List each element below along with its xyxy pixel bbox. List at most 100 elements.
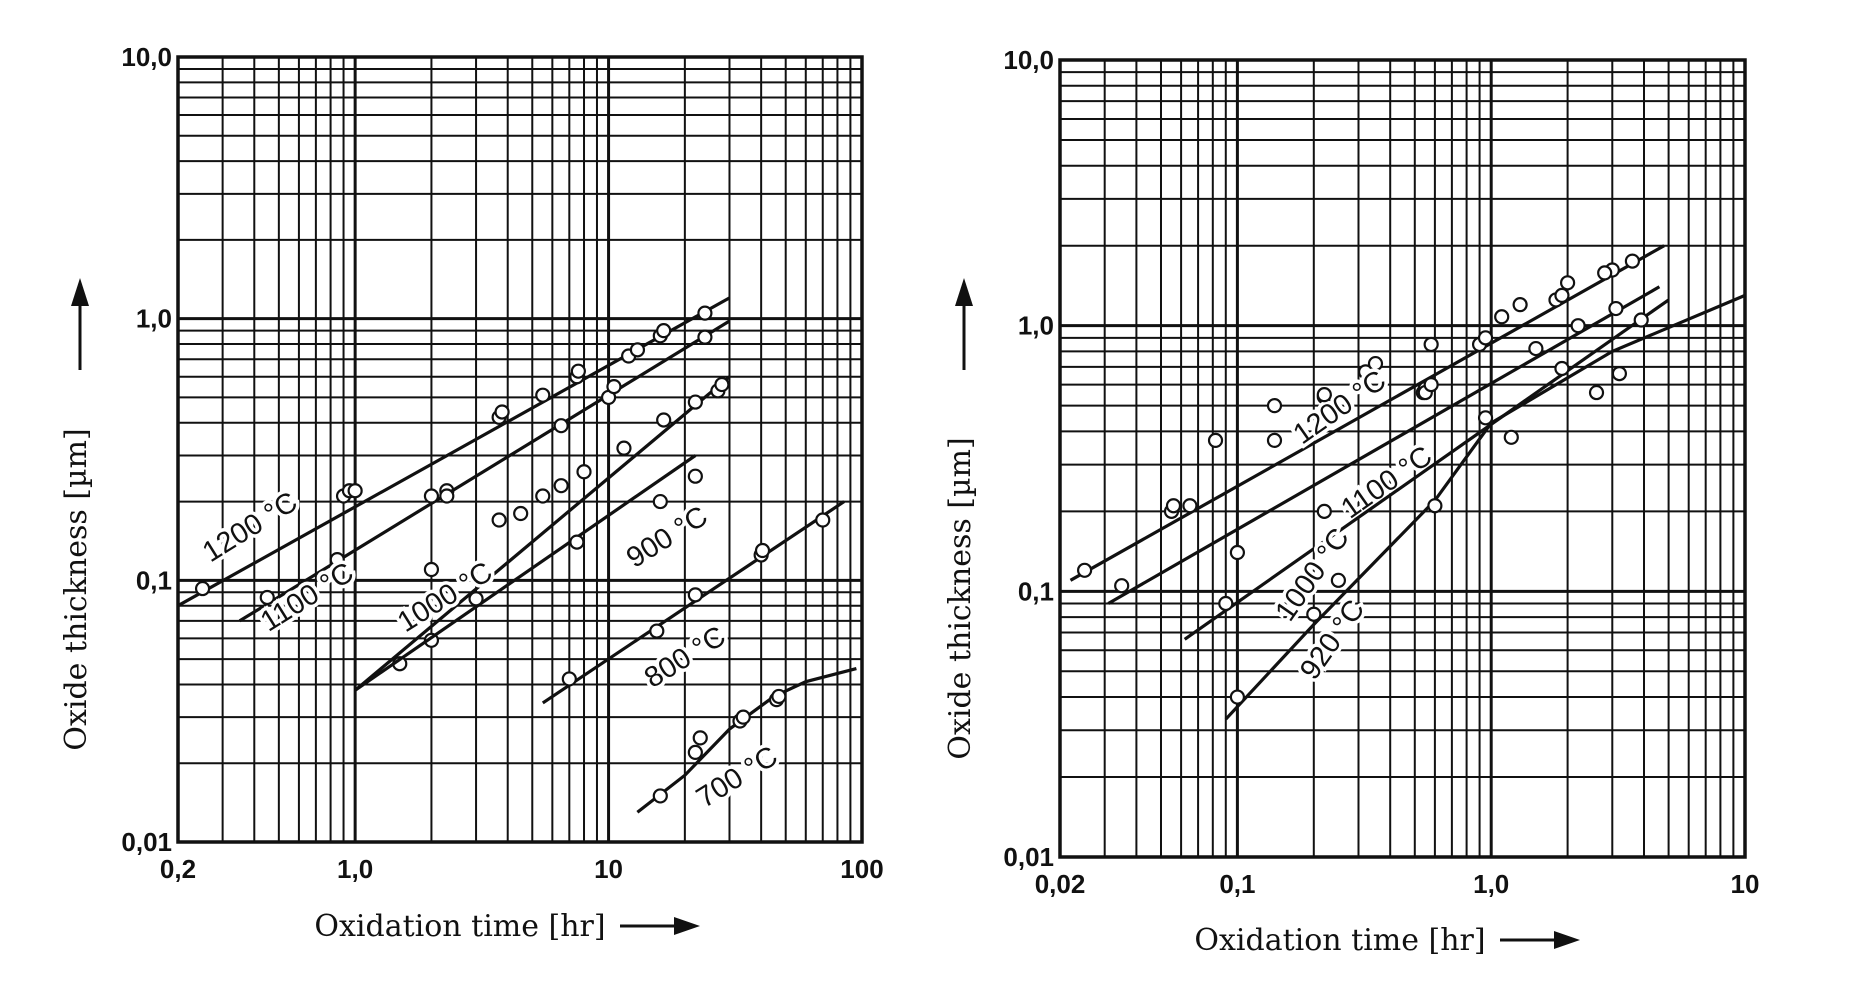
data-point: [347, 483, 363, 499]
right-plot-frame: [1058, 58, 1747, 859]
x-tick-label: 100: [840, 854, 883, 884]
data-point: [1266, 398, 1283, 414]
right-x-axis-label: Oxidation time [hr]: [1194, 923, 1485, 958]
data-point: [423, 488, 440, 504]
data-point: [1477, 330, 1494, 346]
data-point: [535, 387, 551, 403]
data-point: [687, 587, 703, 603]
data-point: [1494, 309, 1510, 325]
series-line: [238, 319, 731, 623]
series-line: [354, 375, 731, 692]
data-point: [1207, 432, 1224, 448]
data-point: [1229, 544, 1245, 561]
data-point: [535, 488, 551, 504]
x-tick-label: 10: [594, 854, 623, 884]
y-tick-label: 0,01: [1003, 842, 1054, 872]
data-point: [1503, 429, 1519, 445]
data-point: [687, 468, 703, 484]
data-point: [1633, 312, 1649, 328]
x-tick-label: 0,1: [1219, 869, 1255, 899]
data-point: [1512, 297, 1528, 313]
data-point: [652, 493, 668, 510]
data-point: [1316, 387, 1332, 403]
right-chart: 0,02 0,1 1,0 10 0,01 0,1 1,0 10,0 Oxidation time…: [943, 45, 1759, 958]
left-x-axis-label: Oxidation time [hr]: [314, 909, 605, 944]
series-line: [1069, 244, 1665, 582]
data-point: [687, 394, 703, 410]
data-point: [1114, 578, 1130, 594]
data-point: [553, 418, 569, 434]
data-point: [553, 478, 569, 494]
data-point: [1316, 503, 1332, 519]
left-y-axis-label: Oxide thickness [µm]: [59, 428, 94, 750]
data-point: [616, 440, 632, 456]
y-tick-label: 0,1: [1018, 576, 1054, 606]
data-point: [697, 329, 713, 345]
y-tick-label: 10,0: [121, 42, 172, 72]
data-point: [1182, 498, 1198, 514]
data-point: [423, 561, 440, 578]
data-point: [1306, 606, 1322, 622]
data-point: [697, 305, 713, 321]
data-point: [491, 512, 507, 528]
series-label: 900 °C: [621, 500, 713, 574]
data-point: [1624, 253, 1640, 269]
data-point: [606, 379, 622, 395]
x-axis-arrowhead: [674, 917, 700, 935]
data-point: [692, 730, 708, 746]
series-1200c: 1200 °C: [1069, 244, 1665, 582]
data-point: [754, 542, 771, 559]
series-line: [1107, 285, 1661, 605]
series-line: [636, 667, 857, 814]
series-line: [1224, 293, 1746, 721]
data-point: [1588, 384, 1605, 401]
data-point: [714, 376, 730, 393]
data-point: [629, 342, 646, 358]
x-tick-label: 1,0: [337, 854, 373, 884]
data-point: [468, 591, 484, 607]
right-y-axis-label: Oxide thickness [µm]: [943, 437, 978, 759]
data-point: [259, 589, 275, 606]
data-point: [494, 404, 510, 420]
data-point: [1358, 364, 1374, 380]
series-label: 1200 °C: [197, 486, 303, 569]
y-tick-label: 0,01: [121, 827, 172, 857]
data-point: [1560, 275, 1576, 291]
data-point: [513, 505, 529, 522]
series-line: [1183, 298, 1670, 641]
x-tick-label: 1,0: [1473, 869, 1509, 899]
data-point: [561, 671, 577, 687]
data-point: [1611, 366, 1628, 382]
data-point: [329, 552, 345, 568]
left-grid: [177, 55, 864, 844]
data-point: [649, 623, 665, 639]
data-point: [1229, 689, 1245, 705]
data-point: [687, 744, 703, 760]
series-line: [541, 500, 845, 705]
data-point: [1367, 355, 1384, 372]
data-point: [569, 534, 585, 550]
y-tick-label: 10,0: [1003, 45, 1054, 75]
data-point: [1554, 360, 1570, 377]
data-point: [570, 363, 586, 379]
data-point: [1423, 377, 1439, 393]
data-point: [1608, 300, 1624, 317]
data-point: [1218, 595, 1234, 612]
x-tick-label: 0,2: [160, 854, 196, 884]
data-point: [656, 412, 672, 428]
y-tick-label: 1,0: [136, 304, 172, 334]
data-point: [1266, 432, 1283, 448]
left-plot-frame: [176, 55, 864, 844]
data-point: [1076, 562, 1093, 578]
y-axis-arrowhead: [71, 278, 89, 306]
series-label: 700 °C: [691, 740, 783, 814]
x-axis-arrowhead: [1554, 931, 1580, 949]
x-tick-label: 0,02: [1035, 869, 1086, 899]
data-point: [815, 512, 831, 528]
data-point: [1570, 318, 1586, 334]
x-tick-label: 10: [1731, 869, 1760, 899]
data-point: [1528, 340, 1544, 357]
data-point: [1477, 410, 1494, 426]
